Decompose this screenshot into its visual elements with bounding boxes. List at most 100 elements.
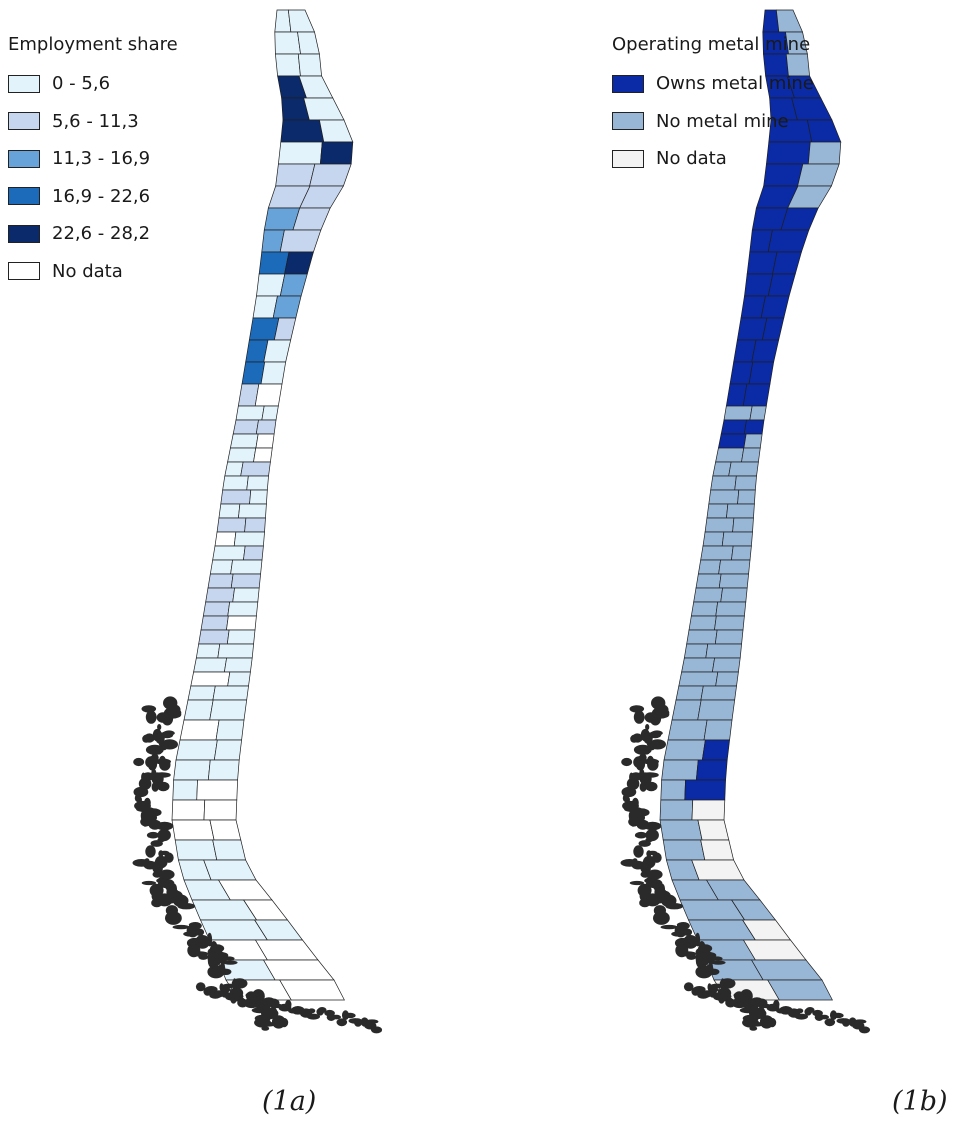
region [728,461,759,477]
legend-swatch [8,187,40,206]
legend-item-3: 16,9 - 22,6 [8,178,178,216]
region [659,799,694,821]
island [634,831,648,839]
region [760,295,790,319]
island [629,880,645,886]
legend-swatch [8,224,40,243]
island [261,1026,270,1031]
island [166,888,180,902]
region [292,207,331,231]
region [663,739,706,761]
island [145,710,157,724]
island [693,986,706,993]
region [246,475,269,491]
region [767,273,796,297]
legend-item-1: 5,6 - 11,3 [8,103,178,141]
island [223,960,238,965]
region [697,699,736,721]
island [260,1022,277,1027]
region [660,779,686,801]
island [708,987,719,992]
region [715,671,739,687]
island [654,888,668,902]
region [700,839,735,861]
island [819,1014,830,1020]
region [227,671,251,687]
region [196,779,238,801]
region [711,657,741,673]
region [255,433,275,449]
island [172,924,190,930]
legend-label: 22,6 - 28,2 [52,223,151,245]
region [700,545,734,561]
region [743,433,763,449]
legend-label: 16,9 - 22,6 [52,185,151,207]
island [157,724,162,731]
region [693,587,723,603]
island [640,871,650,878]
region [662,839,706,861]
island [698,941,706,951]
region [173,759,211,781]
region [767,979,833,1001]
region [671,699,702,721]
island [643,749,650,755]
island [654,704,669,715]
island [651,730,663,736]
map-panel-employment-share: Employment share 0 - 5,6 5,6 - 11,3 11,3… [8,9,383,1117]
region [217,643,254,659]
island [145,845,156,858]
island [643,758,659,765]
island [177,903,196,910]
island [195,982,206,992]
island [622,800,639,811]
region [279,273,308,297]
island [628,817,640,827]
legend-item-2: No data [612,140,814,178]
region [700,685,737,701]
legend-item-5: No data [8,253,178,291]
island [166,704,181,715]
island [650,873,660,880]
region [226,629,256,645]
region [261,405,279,421]
region [260,361,287,385]
region [743,419,765,435]
region [209,559,233,575]
region [683,643,709,659]
island [639,898,651,908]
region [675,685,704,701]
island [155,758,172,765]
island [240,999,250,1006]
legend-swatch [8,262,40,281]
region [772,251,802,275]
region [212,685,249,701]
region [220,489,252,505]
region [232,587,260,603]
island [633,845,644,858]
region [736,317,768,341]
island [147,861,161,870]
legend-item-1: No metal mine [612,103,814,141]
legend-swatch [612,149,644,168]
island [675,943,689,958]
region [203,859,257,881]
island [155,749,162,755]
region [209,819,242,841]
region [263,339,292,363]
legend-item-4: 22,6 - 28,2 [8,215,178,253]
region [235,405,265,421]
island [646,878,663,889]
island [317,1007,327,1014]
island [306,1013,320,1020]
island [133,757,145,767]
legend-swatch [8,112,40,131]
region [190,671,231,687]
island [157,829,171,842]
island [695,954,704,968]
island [151,782,159,792]
region [258,251,290,275]
figure-caption-1b: (1b) [892,1086,948,1117]
region [223,657,253,673]
region [216,517,247,533]
